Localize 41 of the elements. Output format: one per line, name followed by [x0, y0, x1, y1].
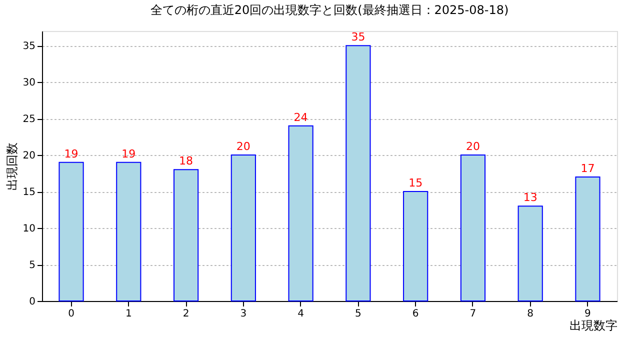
bar: [58, 162, 84, 302]
data-label: 20: [466, 140, 480, 154]
bar: [230, 154, 256, 302]
data-label: 17: [580, 162, 595, 175]
x-tick-label: 3: [240, 308, 247, 320]
x-tick-label: 4: [298, 308, 304, 320]
bar: [288, 125, 314, 302]
x-tick-label: 5: [355, 308, 362, 320]
bar: [575, 176, 600, 302]
chart-title: 全ての桁の直近20回の出現数字と回数(最終抽選日：2025-08-18): [150, 3, 509, 17]
x-tick-label: 9: [584, 308, 591, 320]
x-tick-label: 2: [182, 308, 190, 320]
bar: [346, 45, 371, 302]
data-label: 19: [122, 147, 136, 160]
data-label: 15: [408, 176, 423, 190]
y-tick-label: 25: [22, 114, 36, 126]
y-tick-label: 10: [22, 224, 36, 235]
bar: [518, 206, 543, 302]
data-label: 35: [351, 30, 366, 44]
data-label: 24: [294, 110, 308, 124]
bar: [460, 154, 486, 302]
y-tick-label: 15: [22, 187, 36, 198]
x-tick-label: 6: [412, 308, 419, 320]
x-tick-label: 8: [527, 308, 534, 320]
y-tick-label: 20: [22, 150, 36, 162]
x-tick-label: 0: [68, 308, 74, 320]
data-label: 18: [179, 154, 194, 168]
y-tick-label: 30: [22, 78, 36, 89]
x-axis-title: 出現数字: [570, 318, 618, 332]
data-label: 13: [523, 191, 538, 204]
x-tick-label: 7: [470, 308, 476, 320]
bar: [173, 169, 199, 302]
data-label: 20: [236, 140, 250, 154]
y-tick-label: 5: [29, 260, 36, 272]
x-tick-label: 1: [125, 308, 132, 320]
y-axis-title: 出現回数: [4, 142, 19, 190]
bar: [403, 191, 428, 302]
y-tick-label: 35: [22, 41, 36, 52]
data-label: 19: [64, 147, 78, 160]
bar: [116, 162, 142, 302]
y-tick-label: 0: [29, 296, 36, 308]
